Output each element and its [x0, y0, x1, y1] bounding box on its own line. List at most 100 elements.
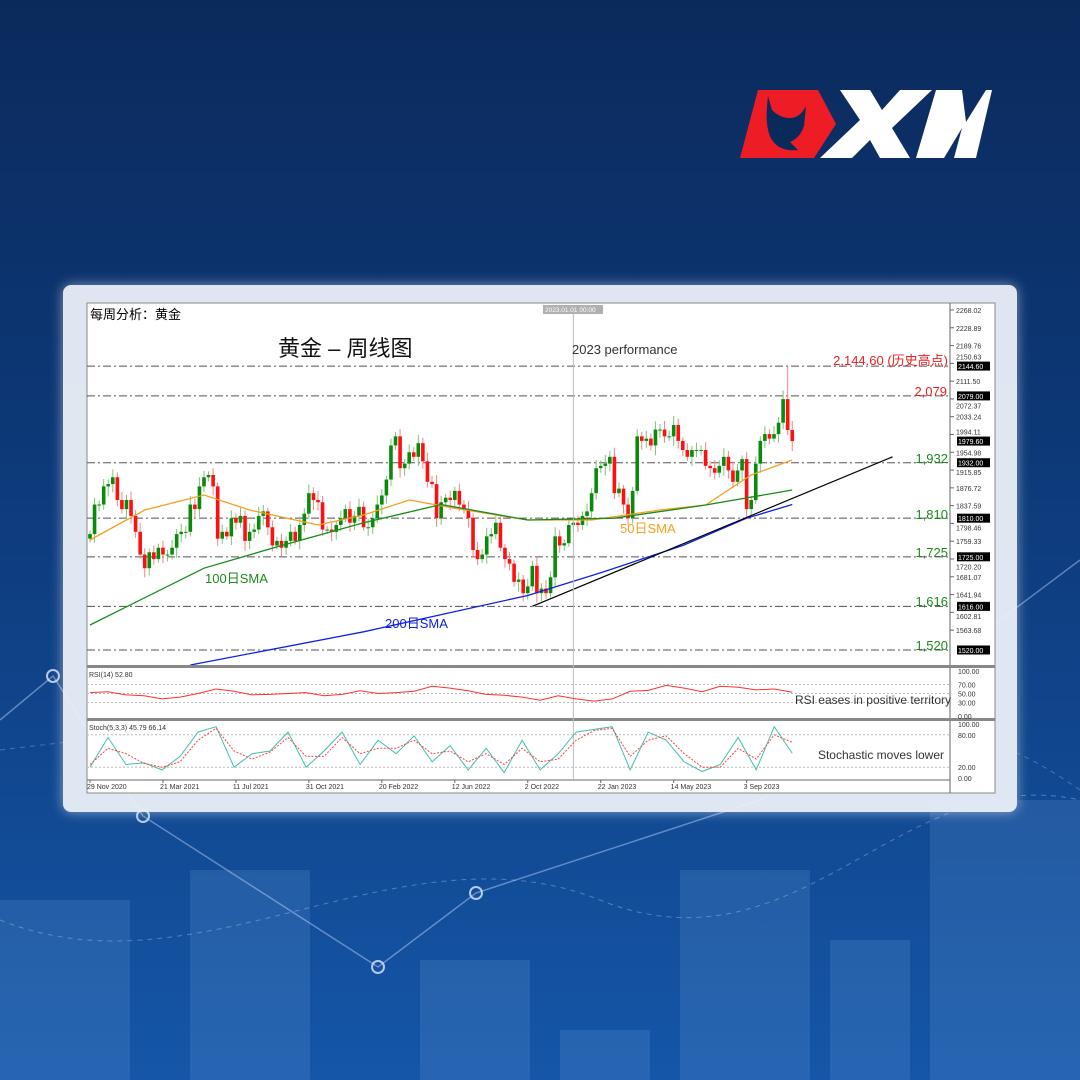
section-label: 2023 performance [572, 342, 678, 357]
date-label: 20 Feb 2022 [379, 784, 418, 791]
candle-body [275, 540, 279, 546]
candle-body [494, 522, 498, 535]
chart-frame [86, 302, 996, 794]
candle-body [731, 470, 735, 482]
candle-body [712, 468, 717, 473]
candle-body [343, 509, 348, 519]
price-tick-label: 2150.63 [956, 355, 981, 362]
stoch-tick-label: 100.00 [958, 722, 980, 729]
rsi-tick-label: 50.00 [958, 692, 976, 699]
candle-body [206, 475, 211, 478]
candle-body [535, 565, 539, 594]
candle-body [621, 488, 626, 505]
candle-body [133, 515, 138, 532]
candle-body [525, 586, 530, 594]
candle-body [366, 527, 370, 529]
candle-body [585, 511, 589, 516]
candle-body [302, 513, 307, 525]
candle-body [439, 502, 443, 519]
price-badge-label: 1810.00 [958, 516, 983, 523]
candle-body [498, 522, 503, 548]
crosshair-date: 2023.01.01 00:00 [545, 307, 596, 314]
candle-body [147, 552, 152, 569]
candle-body [690, 450, 694, 457]
candle-body [608, 456, 612, 464]
price-badge [957, 436, 990, 446]
stoch-note: Stochastic moves lower [818, 748, 944, 762]
candle-body [161, 547, 165, 555]
candle-body [174, 534, 179, 548]
date-label: 14 May 2023 [671, 784, 712, 791]
rsi-label: RSI(14) 52.80 [89, 672, 133, 679]
candle-body [749, 500, 753, 510]
level-label-1725: 1,725 [915, 545, 948, 560]
date-label: 11 Jul 2021 [233, 784, 269, 791]
candle-body [124, 500, 129, 510]
candle-body [142, 554, 147, 569]
candle-body [722, 456, 726, 466]
candle-body [676, 425, 681, 441]
date-label: 3 Sep 2023 [744, 784, 780, 791]
rsi-tick-label: 70.00 [958, 683, 976, 690]
candle-body [307, 493, 311, 514]
sma-line [190, 503, 793, 665]
stoch-tick-label: 20.00 [958, 765, 976, 772]
candle-body [297, 525, 302, 541]
candle-body [708, 465, 712, 469]
candle-body [557, 536, 562, 546]
candle-body [101, 486, 106, 505]
candle-body [252, 529, 256, 532]
candle-body [512, 563, 516, 582]
candle-body [480, 554, 484, 560]
candle-body [567, 525, 571, 544]
price-badge-label: 1616.00 [958, 604, 983, 611]
candle-body [384, 479, 389, 496]
candle-body [183, 531, 188, 533]
candle-body [772, 434, 776, 439]
candle-body [416, 443, 421, 457]
candle-body [129, 500, 133, 516]
price-tick-label: 1837.59 [956, 504, 981, 511]
candle-body [475, 550, 480, 560]
candle-body [156, 547, 161, 560]
panel-separator [87, 718, 995, 721]
price-badge [957, 513, 990, 523]
candle-body [457, 490, 462, 505]
candle-body [630, 490, 635, 519]
candle-body [658, 429, 662, 431]
candle-body [92, 504, 97, 535]
candle-body [576, 522, 580, 525]
date-label: 29 Nov 2020 [87, 784, 127, 791]
level-label-1520: 1,520 [915, 638, 948, 653]
candle-body [211, 475, 215, 487]
candle-body [735, 470, 740, 482]
candle-body [562, 543, 567, 546]
candle-body [626, 504, 630, 519]
candle-body [443, 497, 448, 503]
candle-body [617, 488, 621, 494]
trendline [532, 456, 893, 607]
candle-body [247, 531, 252, 541]
candle-body [334, 525, 339, 532]
price-tick-label: 1681.07 [956, 575, 981, 582]
candle-body [111, 477, 115, 485]
price-tick-label: 1954.98 [956, 450, 981, 457]
candle-body [430, 481, 434, 485]
candle-body [790, 430, 795, 442]
level-label-1932: 1,932 [915, 451, 948, 466]
candle-body [507, 559, 512, 564]
candle-body [170, 547, 174, 555]
candle-body [393, 436, 398, 446]
candle-body [256, 515, 261, 530]
date-label: 31 Oct 2021 [306, 784, 344, 791]
rsi-tick-label: 0.00 [958, 714, 972, 721]
candle-body [767, 434, 772, 439]
candle-body [644, 438, 649, 441]
candle-body [763, 434, 767, 441]
candle-body [266, 511, 270, 528]
sma100-label: 100日SMA [205, 571, 268, 586]
candle-body [389, 445, 393, 480]
candle-body [544, 588, 548, 594]
level-label-1810: 1,810 [915, 507, 948, 522]
candle-body [138, 531, 142, 555]
